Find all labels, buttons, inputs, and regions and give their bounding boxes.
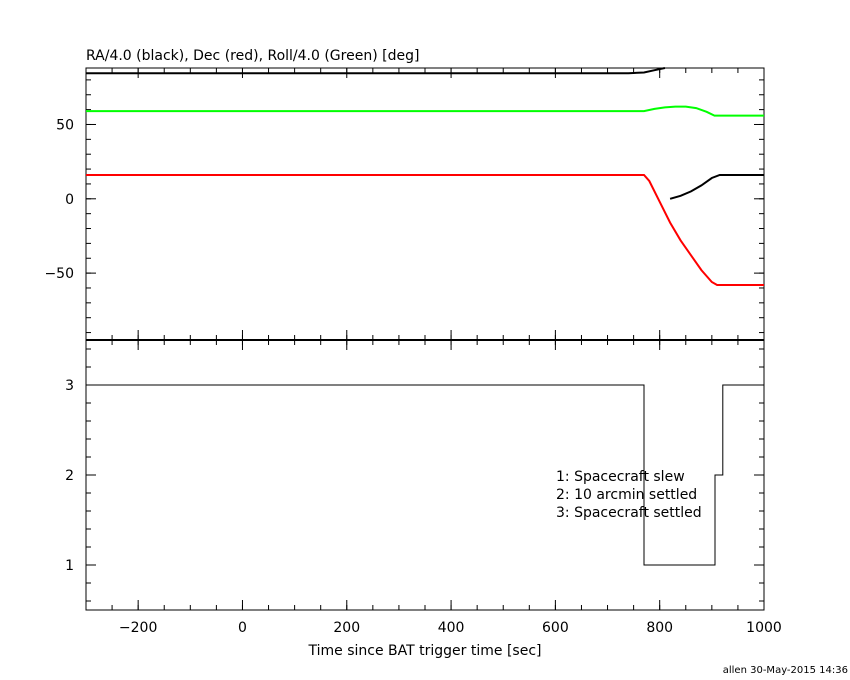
legend-annotation: 1: Spacecraft slew [556,469,685,485]
y-tick-label: 0 [65,192,74,208]
legend-annotations: 1: Spacecraft slew 2: 10 arcmin settled 3:… [556,469,702,521]
bottom-series-group [86,384,764,566]
y-tick-label: 1 [65,558,74,574]
y-tick-label: −50 [44,266,74,282]
series-line-0-0 [86,67,666,75]
series-line-0-2 [86,105,764,117]
y-tick-label: 2 [65,468,74,484]
x-axis-label: Time since BAT trigger time [sec] [308,643,542,659]
footer-stamp: allen 30-May-2015 14:36 [723,665,848,676]
top-series-group [86,67,764,286]
bottom-axis-ticks: 1 2 3 −200 0 200 400 600 800 1000 [65,339,782,636]
x-tick-label: 200 [333,620,360,636]
legend-annotation: 2: 10 arcmin settled [556,487,697,503]
y-tick-label: 3 [65,378,74,394]
series-line-1-0 [86,384,764,566]
y-tick-label: 50 [56,117,74,133]
x-tick-label: 600 [542,620,569,636]
series-line-0-0 [669,174,764,200]
top-chart-title: RA/4.0 (black), Dec (red), Roll/4.0 (Gre… [86,48,419,64]
x-tick-label: 1000 [746,620,782,636]
x-tick-label: −200 [119,620,157,636]
series-line-0-1 [86,174,764,286]
legend-annotation: 3: Spacecraft settled [556,505,702,521]
x-tick-label: 400 [438,620,465,636]
x-tick-label: 0 [238,620,247,636]
x-tick-label: 800 [646,620,673,636]
plot-frame-0 [85,67,765,341]
